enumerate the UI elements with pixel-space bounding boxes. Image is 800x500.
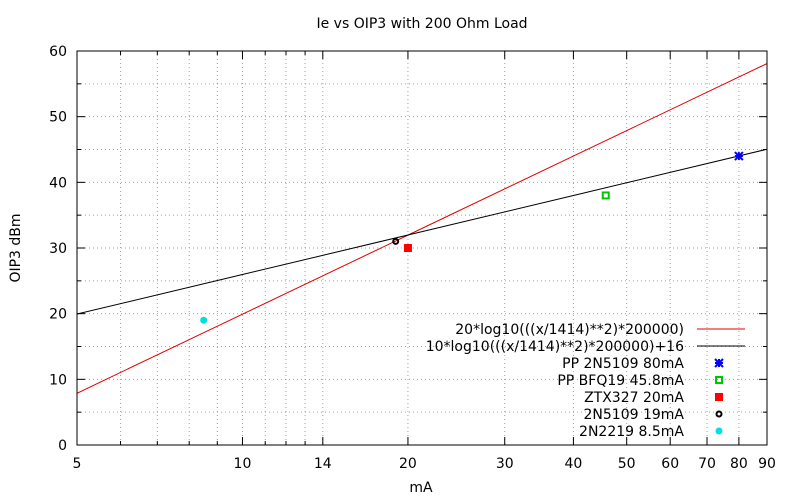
y-tick-label: 30 [49, 241, 67, 257]
x-tick-label: 60 [661, 456, 679, 472]
legend-label-2: 10*log10(((x/1414)**2)*200000)+16 [426, 339, 684, 355]
legend-label-5: ZTX327 20mA [584, 390, 684, 406]
y-axis-label: OIP3 dBm [8, 213, 24, 282]
legend-label-3: PP 2N5109 80mA [562, 356, 684, 372]
legend-label-4: PP BFQ19 45.8mA [557, 373, 684, 389]
legend-swatch-5 [715, 393, 723, 401]
x-tick-label: 20 [399, 456, 417, 472]
legend-label-1: 20*log10(((x/1414)**2)*200000) [455, 322, 684, 338]
x-tick-label: 70 [698, 456, 716, 472]
x-tick-label: 80 [730, 456, 748, 472]
x-tick-label: 50 [618, 456, 636, 472]
y-tick-label: 0 [58, 438, 67, 454]
series-7-point [200, 316, 208, 324]
chart-title: Ie vs OIP3 with 200 Ohm Load [316, 16, 527, 32]
grid [77, 51, 767, 445]
legend-swatch-3 [714, 358, 724, 368]
series-3-point [734, 151, 744, 161]
x-tick-label: 10 [234, 456, 252, 472]
legend: 20*log10(((x/1414)**2)*200000)10*log10((… [426, 322, 745, 440]
x-tick-label: 90 [758, 456, 776, 472]
series-2-line [77, 148, 767, 315]
plot-series [77, 63, 767, 394]
x-tick-label: 5 [73, 456, 82, 472]
series-6-point [392, 237, 400, 245]
legend-swatch-4 [715, 376, 723, 384]
series-4-point [601, 191, 610, 200]
y-tick-label: 10 [49, 372, 67, 388]
y-tick-label: 40 [49, 175, 67, 191]
legend-swatch-7 [715, 427, 723, 435]
x-axis-label: mA [409, 480, 433, 496]
legend-swatch-6 [715, 410, 723, 418]
y-tick-label: 60 [49, 44, 67, 60]
y-tick-label: 20 [49, 307, 67, 323]
ticks: 0 10 20 30 40 50 60 5 10 14 20 30 40 50 60 70 80 90 [49, 44, 776, 472]
x-tick-label: 14 [314, 456, 332, 472]
legend-label-7: 2N2219 8.5mA [579, 424, 684, 440]
x-tick-label: 30 [496, 456, 514, 472]
y-tick-label: 50 [49, 110, 67, 126]
series-5-point [403, 244, 412, 252]
x-tick-label: 40 [564, 456, 582, 472]
legend-label-6: 2N5109 19mA [584, 407, 685, 423]
